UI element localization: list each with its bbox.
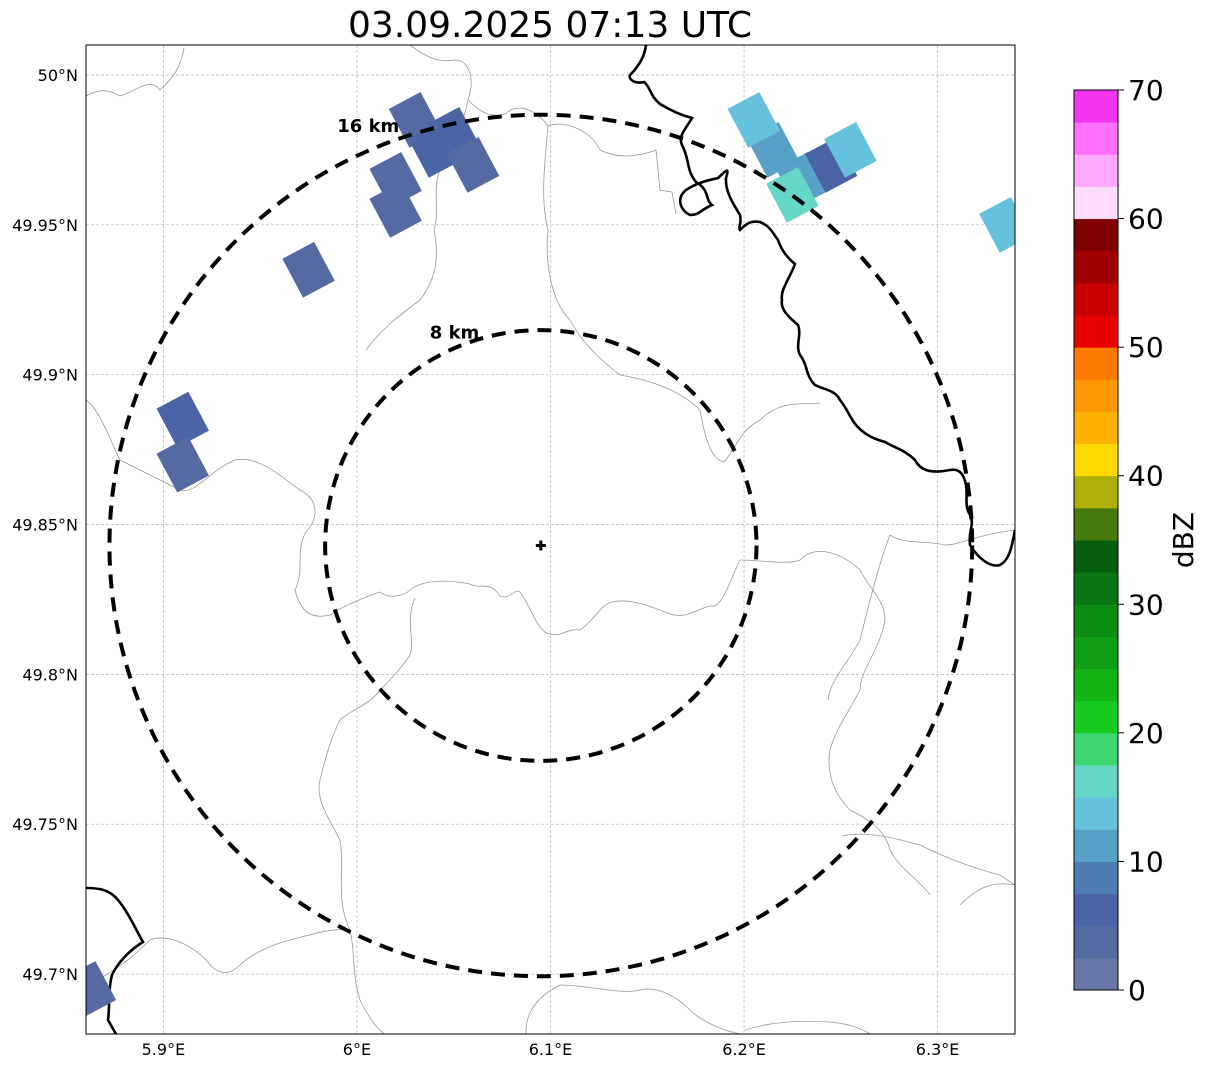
lat-tick-label: 50°N: [38, 66, 78, 85]
colorbar-tick-label: 30: [1128, 588, 1164, 621]
colorbar-tick-label: 0: [1128, 974, 1146, 1007]
colorbar-segment: [1074, 540, 1118, 573]
echo-cell: [369, 151, 422, 208]
colorbar-tick-label: 70: [1128, 74, 1164, 107]
map-frame: [85, 44, 1016, 1035]
colorbar-segment: [1074, 186, 1118, 220]
echo-cell: [446, 137, 500, 193]
map-plot-area: 8 km 16 km 5.9°E 6°E 6.1°E 6.2°E 6.3°E 50°N 49.…: [12, 44, 1016, 1059]
colorbar-segment: [1074, 282, 1118, 316]
map-title: 03.09.2025 07:13 UTC: [348, 5, 752, 46]
echo-cell: [804, 137, 858, 193]
echo-cell: [766, 166, 819, 223]
radar-site-marker: [535, 540, 546, 551]
colorbar-segment: [1074, 636, 1118, 670]
echo-cell: [369, 181, 422, 238]
axis-ticks: 5.9°E 6°E 6.1°E 6.2°E 6.3°E 50°N 49.95°N 49.9°N…: [12, 66, 959, 1059]
colorbar-segment: [1074, 861, 1118, 895]
colorbar-segment: [1074, 411, 1118, 445]
colorbar-frame: [1073, 89, 1119, 991]
colorbar-segment: [1074, 507, 1118, 541]
echo-cell: [824, 122, 877, 178]
colorbar-segment: [1074, 604, 1118, 637]
colorbar-segment: [1074, 829, 1118, 862]
map-background: [86, 45, 1015, 1034]
colorbar-tick-label: 50: [1128, 331, 1164, 364]
lat-tick-label: 49.95°N: [12, 216, 78, 235]
range-ring: [107, 112, 975, 979]
colorbar-segment: [1074, 732, 1118, 766]
lon-tick-label: 6.2°E: [722, 1040, 766, 1059]
range-ring-label: 8 km: [430, 323, 480, 344]
colorbar-segment: [1074, 315, 1118, 348]
colorbar-segment: [1074, 957, 1118, 991]
echo-cell: [156, 391, 209, 448]
colorbar-tick-label: 60: [1128, 203, 1164, 236]
range-ring-label: 16 km: [337, 116, 399, 137]
colorbar-segment: [1074, 218, 1118, 252]
lon-tick-label: 6.1°E: [529, 1040, 573, 1059]
colorbar-segment: [1074, 347, 1118, 380]
colorbar-segment: [1074, 893, 1118, 927]
colorbar-segment: [1074, 90, 1118, 123]
lat-tick-label: 49.85°N: [12, 516, 78, 535]
radar-echoes: [86, 92, 1015, 1017]
echo-cell: [408, 122, 461, 178]
echo-cell: [86, 961, 117, 1017]
colorbar-segment: [1074, 925, 1118, 959]
colorbar-segment: [1074, 668, 1118, 702]
colorbar-segment: [1074, 154, 1118, 187]
colorbar-segment: [1074, 250, 1118, 284]
colorbar-segment: [1074, 379, 1118, 412]
colorbar-segment: [1074, 572, 1118, 605]
colorbar-segment: [1074, 443, 1118, 477]
colorbar-segment: [1074, 765, 1118, 798]
colorbar-segment: [1074, 700, 1118, 734]
municipal-boundaries: [86, 45, 1015, 1034]
range-rings: 8 km 16 km: [107, 112, 975, 979]
colorbar-tick-label: 10: [1128, 845, 1164, 878]
dbz-colorbar: 0 10 20 30 40 50 60 70 dBZ: [1073, 74, 1200, 1007]
colorbar-segment: [1074, 475, 1118, 509]
colorbar-tick-label: 40: [1128, 460, 1164, 493]
colorbar-segment: [1074, 797, 1118, 830]
lat-tick-label: 49.7°N: [22, 965, 78, 984]
range-ring: [323, 328, 759, 763]
echo-cell: [282, 241, 335, 298]
colorbar-segment: [1074, 122, 1118, 155]
echo-cell: [979, 196, 1015, 253]
echo-cell: [156, 436, 209, 493]
lon-tick-label: 6.3°E: [916, 1040, 960, 1059]
lat-tick-label: 49.9°N: [22, 366, 78, 385]
colorbar-tick-label: 20: [1128, 717, 1164, 750]
colorbar-label: dBZ: [1167, 512, 1200, 568]
lon-tick-label: 6°E: [343, 1040, 371, 1059]
echo-cell: [727, 92, 780, 148]
lon-tick-label: 5.9°E: [142, 1040, 186, 1059]
lat-tick-label: 49.75°N: [12, 815, 78, 834]
lat-tick-label: 49.8°N: [22, 665, 78, 684]
